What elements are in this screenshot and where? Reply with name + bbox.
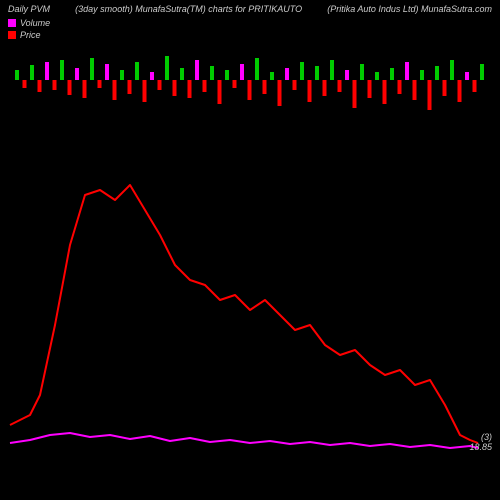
chart-svg [0, 45, 500, 495]
legend-item-volume: Volume [8, 18, 50, 28]
chart-container [0, 45, 500, 495]
chart-legend: Volume Price [8, 18, 50, 42]
header-left: Daily PVM [8, 4, 50, 14]
header-right: (Pritika Auto Indus Ltd) MunafaSutra.com [327, 4, 492, 14]
annotation-value: 18.85 [469, 442, 492, 452]
legend-label-volume: Volume [20, 18, 50, 28]
annotation-label: (3) [469, 432, 492, 442]
header-center: (3day smooth) MunafaSutra(TM) charts for… [75, 4, 302, 14]
legend-swatch-price [8, 31, 16, 39]
legend-item-price: Price [8, 30, 50, 40]
legend-label-price: Price [20, 30, 41, 40]
chart-header: Daily PVM (3day smooth) MunafaSutra(TM) … [0, 0, 500, 18]
legend-swatch-volume [8, 19, 16, 27]
price-annotation: (3) 18.85 [469, 432, 492, 452]
